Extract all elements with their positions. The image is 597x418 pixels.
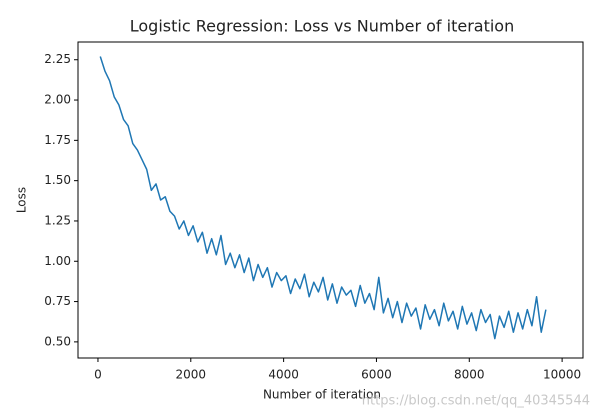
x-tick-label: 2000 bbox=[176, 368, 207, 382]
watermark: https://blog.csdn.net/qq_40345544 bbox=[362, 394, 590, 409]
x-tick-label: 4000 bbox=[268, 368, 299, 382]
y-tick-label: 1.50 bbox=[44, 173, 71, 187]
y-axis-label: Loss bbox=[15, 187, 29, 213]
y-tick-label: 1.00 bbox=[44, 254, 71, 268]
plot-frame bbox=[77, 41, 584, 359]
y-tick-label: 2.25 bbox=[44, 52, 71, 66]
x-tick-label: 8000 bbox=[454, 368, 485, 382]
x-tick-label: 6000 bbox=[361, 368, 392, 382]
y-tick-label: 1.25 bbox=[44, 213, 71, 227]
x-axis-label: Number of iteration bbox=[263, 388, 381, 402]
line-series bbox=[99, 56, 547, 340]
y-tick-label: 2.00 bbox=[44, 93, 71, 107]
y-tick-label: 0.75 bbox=[44, 294, 71, 308]
y-tick-label: 1.75 bbox=[44, 133, 71, 147]
y-tick-label: 0.50 bbox=[44, 334, 71, 348]
x-tick-label: 0 bbox=[94, 368, 102, 382]
chart-title: Logistic Regression: Loss vs Number of i… bbox=[130, 17, 514, 36]
x-tick-label: 10000 bbox=[543, 368, 581, 382]
